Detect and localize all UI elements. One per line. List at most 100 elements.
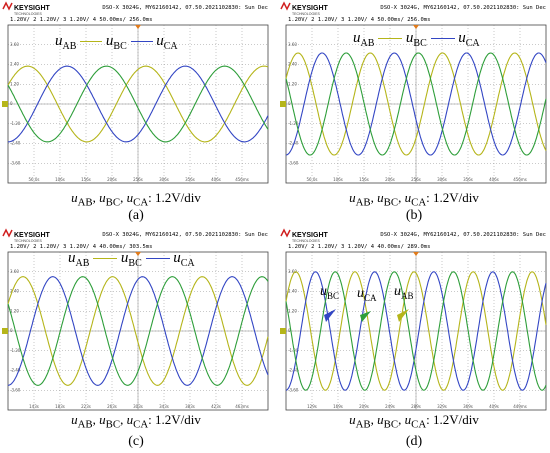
y-tick-label: -3.60 [10, 387, 21, 392]
x-tick-label: 156s [81, 177, 91, 182]
brand-logo: KEYSIGHT [14, 232, 51, 239]
x-tick-label: 256s [133, 177, 143, 182]
legend-a: uAB uBC uCA [55, 33, 178, 52]
y-tick-label: 1.20 [10, 308, 19, 313]
x-tick-label: 249s [385, 404, 395, 409]
y-tick-label: -2.40 [288, 141, 299, 146]
caption-b-label: (b) [405, 208, 423, 223]
header-bg [0, 0, 272, 24]
waveform-ubc [7, 65, 269, 143]
y-tick-label: -3.60 [288, 160, 299, 165]
trigger-marker [413, 25, 419, 29]
y-tick-label: 2.40 [288, 289, 297, 294]
keysight-logo-icon [2, 228, 13, 238]
waveform-uca [7, 276, 269, 386]
x-tick-label: 369s [463, 404, 473, 409]
x-tick-label: 263s [107, 404, 117, 409]
keysight-logo-icon [2, 1, 13, 11]
x-tick-label: 56.0s [29, 177, 40, 182]
trigger-marker [135, 25, 141, 29]
legend-uab-line [93, 258, 118, 260]
y-tick-label: 2.40 [288, 62, 297, 67]
x-tick-label: 406s [211, 177, 221, 182]
caption-a-label: (a) [128, 208, 144, 223]
legend-uab: uAB [353, 30, 375, 49]
caption-d-text: uAB, uBC, uCA: 1.2V/div [349, 412, 479, 431]
status-line: 1.20V/ 2 1.20V/ 3 1.20V/ 4 40.00ms/ 289.… [288, 244, 430, 250]
model-line: DSO-X 3024G, MY62160142, 07.50.202110283… [102, 232, 268, 238]
model-line: DSO-X 3024G, MY62160142, 07.50.202110283… [380, 232, 546, 238]
annotation-uca: uCA [357, 286, 377, 303]
x-tick-label: 56.0s [307, 177, 318, 182]
y-tick-label: 1.20 [288, 308, 297, 313]
x-tick-label: 449ms [513, 404, 527, 409]
arrow-uca [360, 311, 371, 322]
brand-subtitle: TECHNOLOGIES [292, 12, 320, 16]
y-tick-label: 1.20 [288, 81, 297, 86]
model-line: DSO-X 3024G, MY62160142, 07.50.202110283… [380, 5, 546, 11]
x-tick-label: 329s [437, 404, 447, 409]
trigger-marker [413, 252, 419, 256]
x-tick-label: 169s [333, 404, 343, 409]
status-line: 1.20V/ 2 1.20V/ 3 1.20V/ 4 50.00ms/ 256.… [288, 17, 430, 23]
x-tick-label: 356s [185, 177, 195, 182]
x-tick-label: 406s [489, 177, 499, 182]
ground-marker [280, 101, 286, 107]
y-tick-label: 0 [288, 101, 291, 106]
x-tick-label: 223s [81, 404, 91, 409]
waveform-uca [7, 65, 269, 143]
x-tick-label: 209s [359, 404, 369, 409]
brand-subtitle: TECHNOLOGIES [292, 239, 320, 243]
x-tick-label: 106s [55, 177, 65, 182]
x-tick-label: 409s [489, 404, 499, 409]
y-tick-label: 3.60 [10, 269, 19, 274]
y-tick-label: 0 [10, 328, 13, 333]
waveform-uab [285, 271, 547, 391]
legend-uab: uAB [55, 33, 77, 52]
annotation-uab: uAB [394, 284, 414, 301]
legend-ubc-line [430, 38, 455, 40]
x-tick-label: 183s [55, 404, 65, 409]
y-tick-label: -1.20 [288, 121, 299, 126]
y-tick-label: 2.40 [10, 62, 19, 67]
legend-c: uAB uBC uCA [68, 250, 195, 269]
legend-b: uAB uBC uCA [353, 30, 480, 49]
caption-c-label: (c) [128, 434, 144, 449]
panel-b: KEYSIGHT TECHNOLOGIES DSO-X 3024G, MY62160… [278, 0, 550, 226]
legend-uca: uCA [156, 33, 178, 52]
y-tick-label: -2.40 [288, 368, 299, 373]
legend-ubc-line [145, 258, 170, 260]
y-tick-label: 0 [288, 328, 291, 333]
y-tick-label: -2.40 [10, 141, 21, 146]
status-line: 1.20V/ 2 1.20V/ 3 1.20V/ 4 50.00ms/ 256.… [10, 17, 152, 23]
y-tick-label: 3.60 [288, 269, 297, 274]
keysight-logo-icon [280, 228, 291, 238]
header-bg [278, 0, 550, 24]
panel-d: KEYSIGHT TECHNOLOGIES DSO-X 3024G, MY62160… [278, 227, 550, 453]
x-tick-label: 306s [437, 177, 447, 182]
y-tick-label: 3.60 [10, 42, 19, 47]
waveform-uca [285, 52, 547, 156]
caption-d-label: (d) [405, 434, 423, 449]
legend-uab: uAB [68, 250, 90, 269]
x-tick-label: 456ms [235, 177, 249, 182]
legend-ubc-line [130, 41, 153, 43]
x-tick-label: 256s [411, 177, 421, 182]
legend-uca: uCA [458, 30, 480, 49]
waveform-uab [7, 276, 269, 386]
legend-ubc: uBC [105, 33, 127, 52]
status-line: 1.20V/ 2 1.20V/ 3 1.20V/ 4 40.00ms/ 303.… [10, 244, 152, 250]
annotation-ubc: uBC [320, 284, 340, 301]
ground-marker [280, 328, 286, 334]
y-tick-label: -1.20 [10, 121, 21, 126]
header-bg [0, 227, 272, 251]
trigger-marker [135, 252, 141, 256]
y-tick-label: -2.40 [10, 368, 21, 373]
caption-a-text: uAB, uBC, uCA: 1.2V/div [71, 190, 201, 209]
legend-ubc: uBC [120, 250, 142, 269]
x-tick-label: 156s [359, 177, 369, 182]
